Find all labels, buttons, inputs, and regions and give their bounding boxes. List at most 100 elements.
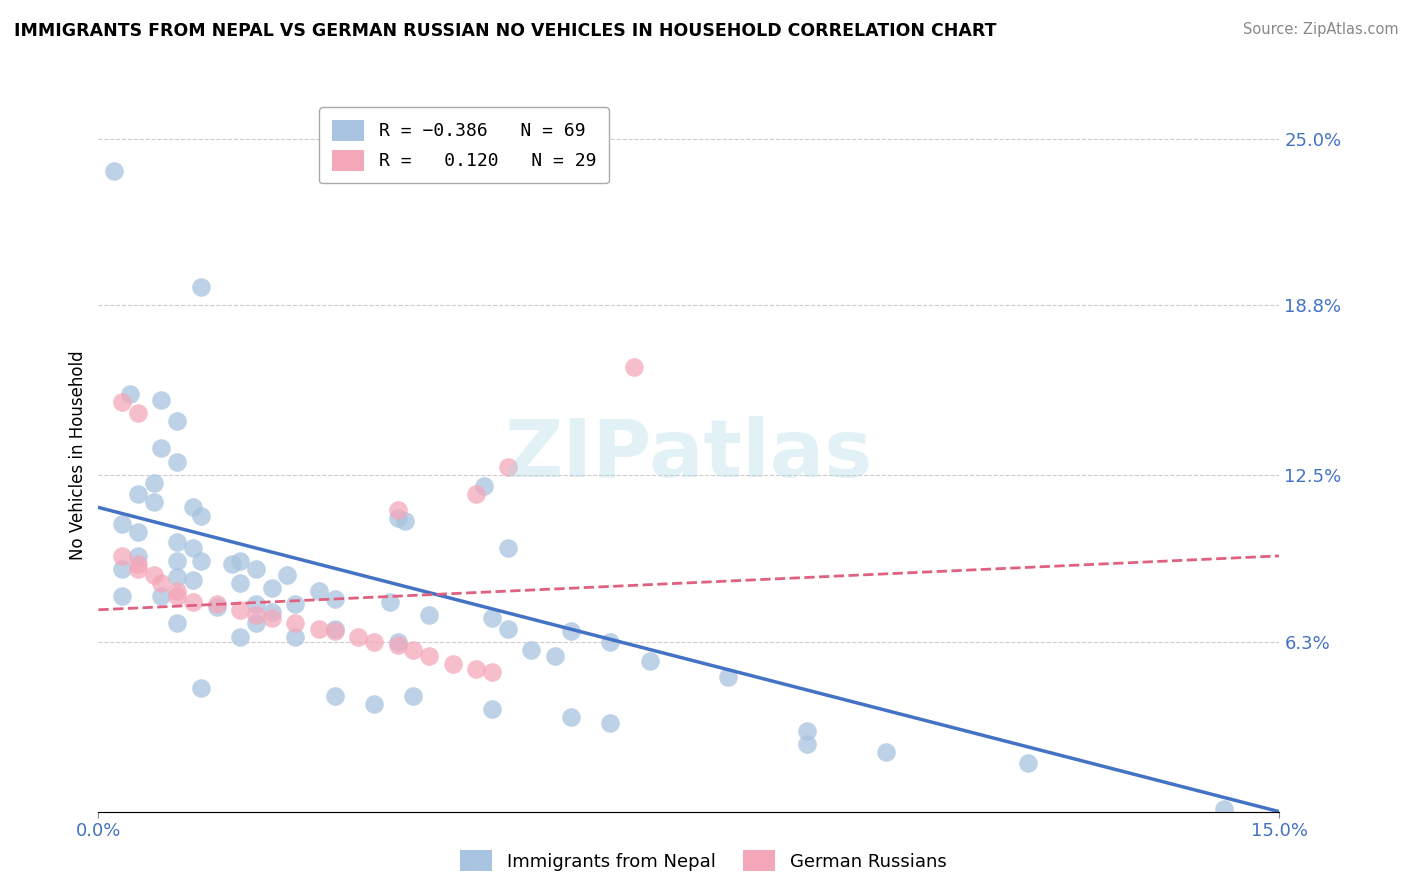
Point xyxy=(229,575,252,590)
Point xyxy=(472,479,495,493)
Point xyxy=(181,500,204,515)
Legend: R = −0.386   N = 69, R =   0.120   N = 29: R = −0.386 N = 69, R = 0.120 N = 29 xyxy=(319,107,609,183)
Point xyxy=(544,648,567,663)
Point xyxy=(150,589,173,603)
Point xyxy=(481,702,503,716)
Point xyxy=(496,541,519,555)
Text: IMMIGRANTS FROM NEPAL VS GERMAN RUSSIAN NO VEHICLES IN HOUSEHOLD CORRELATION CHA: IMMIGRANTS FROM NEPAL VS GERMAN RUSSIAN … xyxy=(14,22,997,40)
Point xyxy=(717,670,740,684)
Y-axis label: No Vehicles in Household: No Vehicles in Household xyxy=(69,350,87,560)
Point xyxy=(221,557,243,571)
Point xyxy=(560,710,582,724)
Point xyxy=(284,616,307,631)
Point xyxy=(496,460,519,475)
Point xyxy=(150,575,173,590)
Point xyxy=(875,746,897,760)
Point xyxy=(260,611,283,625)
Point xyxy=(111,516,134,531)
Point xyxy=(260,606,283,620)
Point xyxy=(245,608,267,623)
Point xyxy=(323,622,346,636)
Point xyxy=(229,554,252,568)
Point xyxy=(260,581,283,595)
Point xyxy=(111,549,134,563)
Point xyxy=(481,665,503,679)
Point xyxy=(284,630,307,644)
Point xyxy=(127,406,149,420)
Point xyxy=(387,511,409,525)
Point xyxy=(111,562,134,576)
Point xyxy=(166,455,188,469)
Point xyxy=(111,395,134,409)
Point xyxy=(796,723,818,738)
Point xyxy=(103,164,125,178)
Point xyxy=(402,643,425,657)
Point xyxy=(166,535,188,549)
Point xyxy=(363,697,385,711)
Point xyxy=(308,583,330,598)
Point xyxy=(245,562,267,576)
Point xyxy=(323,689,346,703)
Point xyxy=(245,598,267,612)
Point xyxy=(599,715,621,730)
Point xyxy=(308,622,330,636)
Point xyxy=(387,503,409,517)
Point xyxy=(796,738,818,752)
Point xyxy=(190,279,212,293)
Point xyxy=(181,573,204,587)
Point xyxy=(205,600,228,615)
Point xyxy=(1213,802,1236,816)
Point xyxy=(118,387,141,401)
Point xyxy=(166,554,188,568)
Point xyxy=(166,589,188,603)
Point xyxy=(418,648,440,663)
Point xyxy=(638,654,661,668)
Point xyxy=(142,476,165,491)
Point xyxy=(166,583,188,598)
Point xyxy=(418,608,440,623)
Point xyxy=(127,487,149,501)
Point xyxy=(623,360,645,375)
Point xyxy=(1017,756,1039,771)
Point xyxy=(481,611,503,625)
Point xyxy=(347,630,370,644)
Point xyxy=(245,616,267,631)
Point xyxy=(378,595,401,609)
Point xyxy=(465,662,488,676)
Point xyxy=(560,624,582,639)
Point xyxy=(190,508,212,523)
Point xyxy=(205,598,228,612)
Point xyxy=(276,567,298,582)
Legend: Immigrants from Nepal, German Russians: Immigrants from Nepal, German Russians xyxy=(453,843,953,879)
Point xyxy=(150,441,173,455)
Point xyxy=(127,562,149,576)
Point xyxy=(363,635,385,649)
Point xyxy=(465,487,488,501)
Point xyxy=(181,541,204,555)
Point xyxy=(142,495,165,509)
Point xyxy=(127,524,149,539)
Point xyxy=(402,689,425,703)
Text: ZIPatlas: ZIPatlas xyxy=(505,416,873,494)
Point xyxy=(166,616,188,631)
Point xyxy=(111,589,134,603)
Point xyxy=(387,638,409,652)
Point xyxy=(142,567,165,582)
Point xyxy=(394,514,416,528)
Point xyxy=(229,630,252,644)
Point xyxy=(441,657,464,671)
Point xyxy=(150,392,173,407)
Text: Source: ZipAtlas.com: Source: ZipAtlas.com xyxy=(1243,22,1399,37)
Point xyxy=(599,635,621,649)
Point xyxy=(520,643,543,657)
Point xyxy=(284,598,307,612)
Point xyxy=(127,557,149,571)
Point xyxy=(323,592,346,607)
Point xyxy=(181,595,204,609)
Point xyxy=(166,414,188,428)
Point xyxy=(166,570,188,584)
Point xyxy=(190,681,212,695)
Point xyxy=(190,554,212,568)
Point xyxy=(387,635,409,649)
Point xyxy=(127,549,149,563)
